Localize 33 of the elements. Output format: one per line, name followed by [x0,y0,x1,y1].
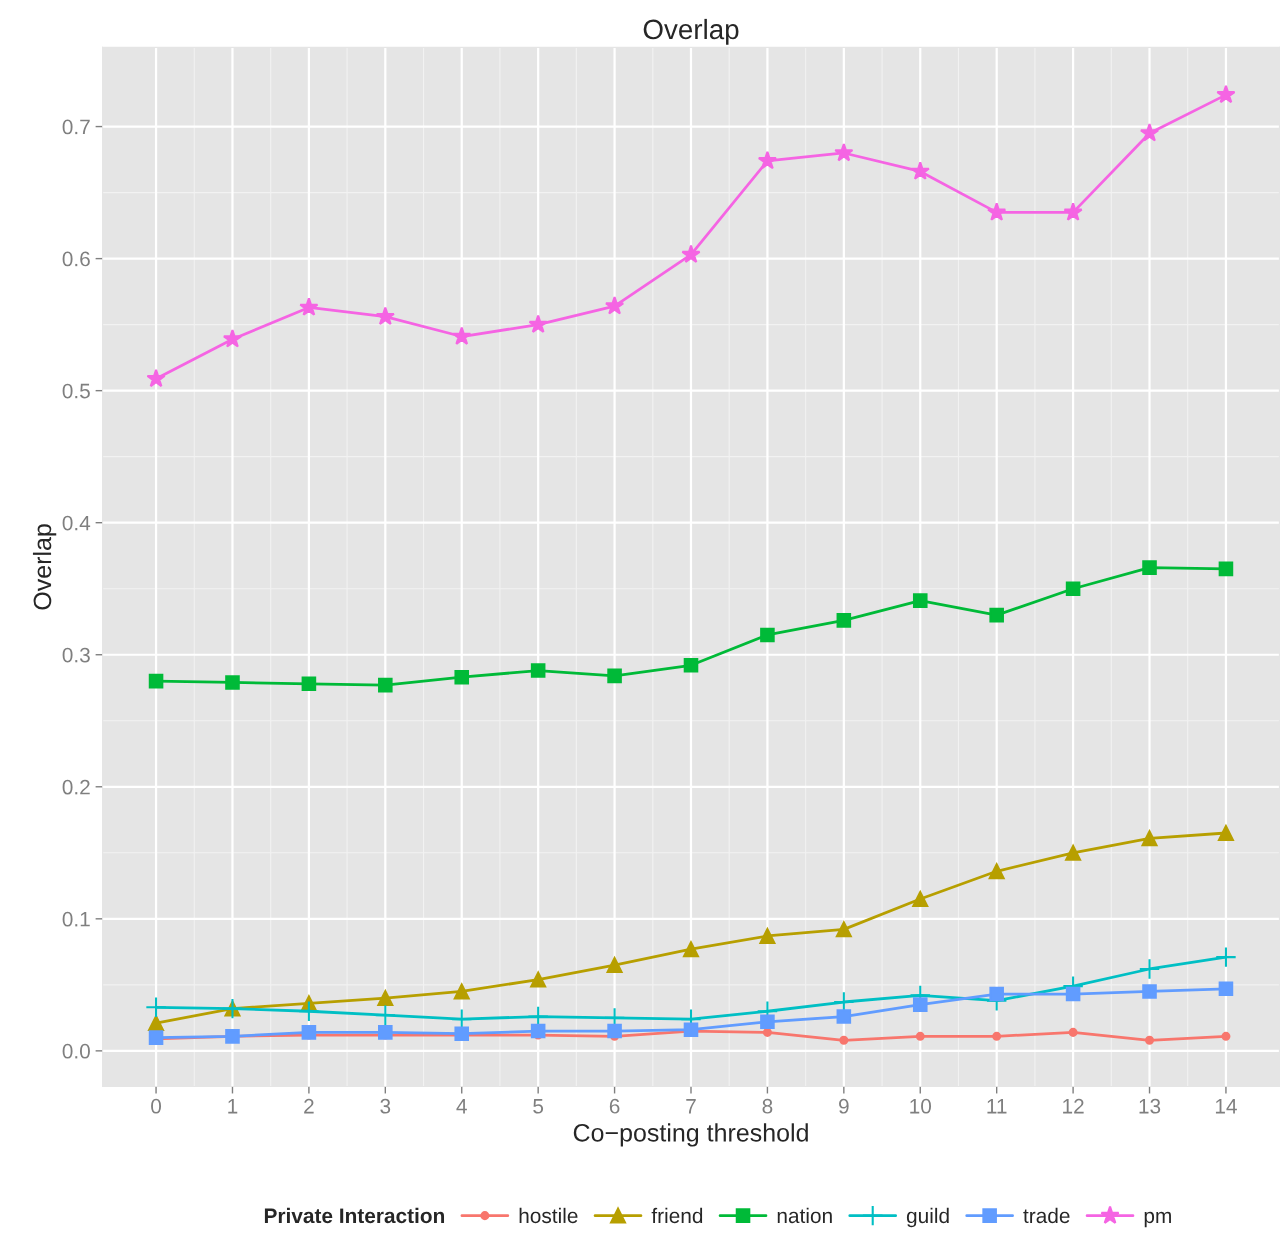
x-tick-label: 12 [1063,1098,1084,1114]
x-tick-label: 4 [456,1099,467,1114]
x-tick-label: 11 [987,1099,1007,1114]
legend-label: pm [1144,1211,1171,1228]
y-tick-label: 0.5 [62,383,90,399]
x-tick-label: 1 [228,1099,238,1114]
x-tick-label: 14 [1215,1099,1237,1114]
x-tick-label: 10 [910,1098,932,1114]
y-axis-title: Overlap [32,524,57,610]
y-tick-label: 0.3 [62,647,90,663]
y-tick-label: 0.2 [62,779,90,795]
y-tick-label: 0.6 [62,251,90,267]
x-tick-label: 13 [1139,1098,1161,1114]
x-tick-label: 5 [533,1099,544,1114]
legend-label: hostile [519,1207,578,1224]
y-tick-label: 0.7 [62,119,90,135]
y-tick-label: 0.0 [62,1043,90,1059]
x-tick-label: 2 [304,1098,314,1114]
legend-label: friend [651,1207,703,1224]
legend-title: Private Interaction [264,1207,445,1224]
x-tick-label: 9 [839,1098,849,1114]
x-axis-title: Co−posting threshold [573,1123,808,1147]
legend-label: nation [777,1207,832,1224]
y-tick-label: 0.1 [62,911,90,927]
x-tick-label: 7 [686,1099,696,1114]
legend-label: trade [1023,1207,1070,1224]
x-tick-label: 3 [380,1098,391,1114]
y-tick-label: 0.4 [62,515,91,531]
x-tick-label: 8 [762,1098,773,1114]
x-tick-label: 0 [151,1098,162,1114]
x-tick-label: 6 [609,1098,620,1114]
legend-label: guild [906,1207,949,1228]
chart-title: Overlap [643,18,739,45]
